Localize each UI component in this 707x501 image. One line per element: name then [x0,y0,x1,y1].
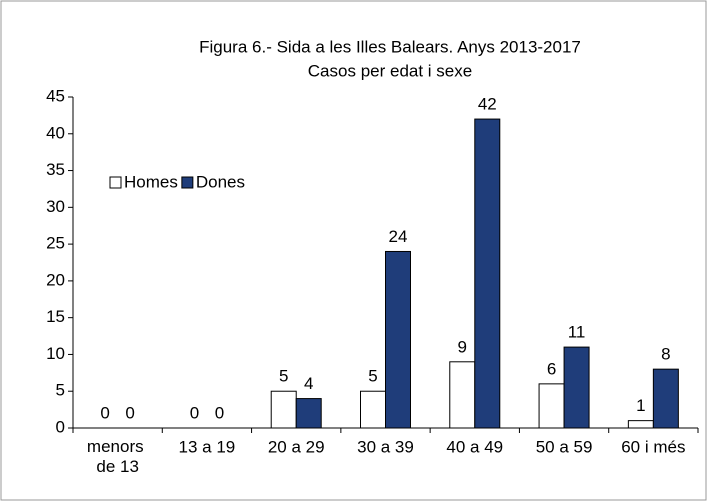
y-tick-label: 25 [46,234,65,253]
y-tick-label: 40 [46,123,65,142]
value-label: 42 [478,95,497,114]
value-label: 5 [279,367,288,386]
x-tick-label: menors de 13 [87,437,148,476]
value-label: 11 [568,323,586,342]
y-tick-label: 20 [46,270,65,289]
legend-label: Dones [196,172,245,191]
legend-label: Homes [124,172,178,191]
bar [295,398,322,429]
value-label: 0 [125,403,134,422]
x-tick-label: 40 a 49 [446,437,503,456]
bar [270,390,297,429]
x-tick-label: 30 a 39 [357,437,414,456]
bar [385,250,411,429]
value-label: 6 [547,359,556,378]
bar [627,420,654,429]
x-tick-label: 20 a 29 [268,437,325,456]
legend-swatch [109,176,122,189]
legend-swatch [181,176,194,189]
bar [563,346,590,429]
chart-subtitle: Casos per edat i sexe [308,61,472,80]
x-tick-label: 50 a 59 [536,437,593,456]
x-tick-label: 13 a 19 [179,437,236,456]
value-label: 24 [389,227,408,246]
bar [538,383,565,429]
value-label: 4 [304,374,313,393]
bar [474,118,501,429]
value-label: 0 [100,403,109,422]
y-tick-label: 30 [46,197,65,216]
value-label: 9 [458,337,467,356]
bar [449,361,476,429]
value-label: 8 [661,345,670,364]
y-tick-label: 0 [56,417,65,436]
y-tick-label: 35 [46,160,65,179]
value-label: 0 [190,403,199,422]
value-label: 5 [368,367,377,386]
x-tick-label: 60 i més [621,437,685,456]
y-tick-label: 5 [56,381,65,400]
y-tick-label: 15 [46,307,65,326]
bar [360,390,386,429]
value-label: 1 [636,396,645,415]
chart-title: Figura 6.- Sida a les Illes Balears. Any… [199,37,581,56]
y-tick-label: 45 [46,86,65,105]
bar [652,368,679,429]
value-label: 0 [215,403,224,422]
y-tick-label: 10 [46,344,65,363]
